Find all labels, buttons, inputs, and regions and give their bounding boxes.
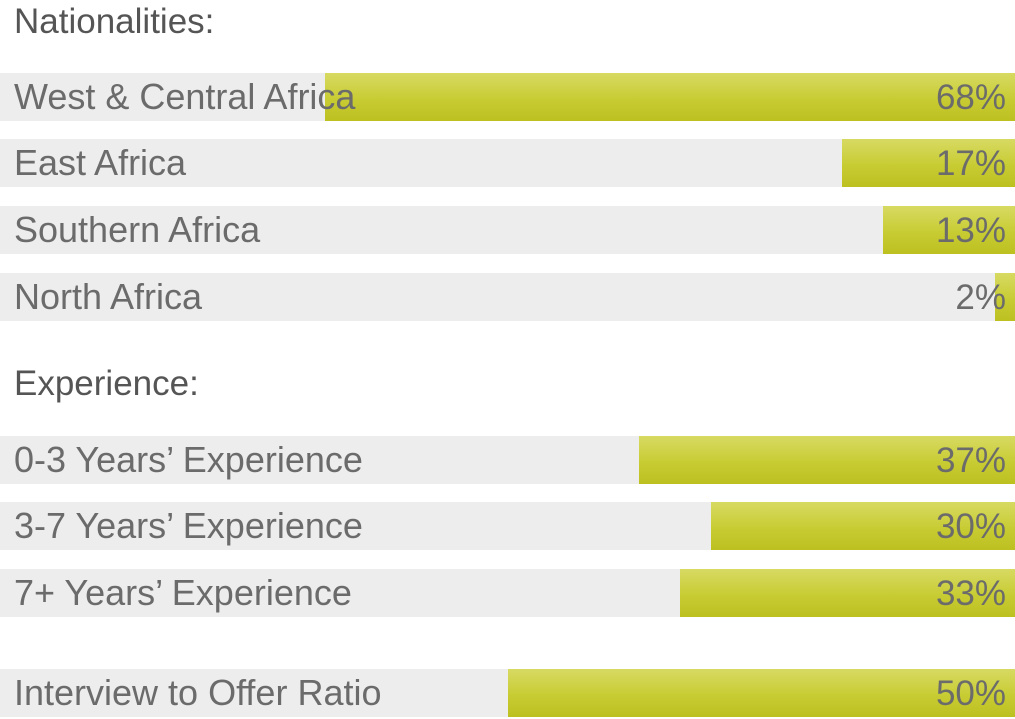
- bar-label: 3-7 Years’ Experience: [14, 502, 363, 550]
- bar-label: East Africa: [14, 139, 186, 187]
- bar-row-north-africa: North Africa 2%: [0, 273, 1015, 321]
- bar-label: North Africa: [14, 273, 202, 321]
- bar-fill: [325, 73, 1015, 121]
- bar-value: 30%: [936, 502, 1006, 550]
- experience-title: Experience:: [14, 364, 199, 404]
- bar-row-southern-africa: Southern Africa 13%: [0, 206, 1015, 254]
- nationalities-title: Nationalities:: [14, 2, 214, 42]
- bar-row-east-africa: East Africa 17%: [0, 139, 1015, 187]
- bar-value: 2%: [955, 273, 1006, 321]
- bar-value: 50%: [936, 669, 1006, 717]
- bar-value: 33%: [936, 569, 1006, 617]
- bar-label: Southern Africa: [14, 206, 260, 254]
- bar-row-7-plus-years: 7+ Years’ Experience 33%: [0, 569, 1015, 617]
- bar-label: West & Central Africa: [14, 73, 355, 121]
- bar-value: 13%: [936, 206, 1006, 254]
- bar-label: 0-3 Years’ Experience: [14, 436, 363, 484]
- bar-label: Interview to Offer Ratio: [14, 669, 382, 717]
- bar-row-west-central-africa: West & Central Africa 68%: [0, 73, 1015, 121]
- bar-row-interview-to-offer: Interview to Offer Ratio 50%: [0, 669, 1015, 717]
- bar-label: 7+ Years’ Experience: [14, 569, 352, 617]
- bar-row-3-7-years: 3-7 Years’ Experience 30%: [0, 502, 1015, 550]
- bar-value: 68%: [936, 73, 1006, 121]
- bar-value: 37%: [936, 436, 1006, 484]
- bar-row-0-3-years: 0-3 Years’ Experience 37%: [0, 436, 1015, 484]
- bar-value: 17%: [936, 139, 1006, 187]
